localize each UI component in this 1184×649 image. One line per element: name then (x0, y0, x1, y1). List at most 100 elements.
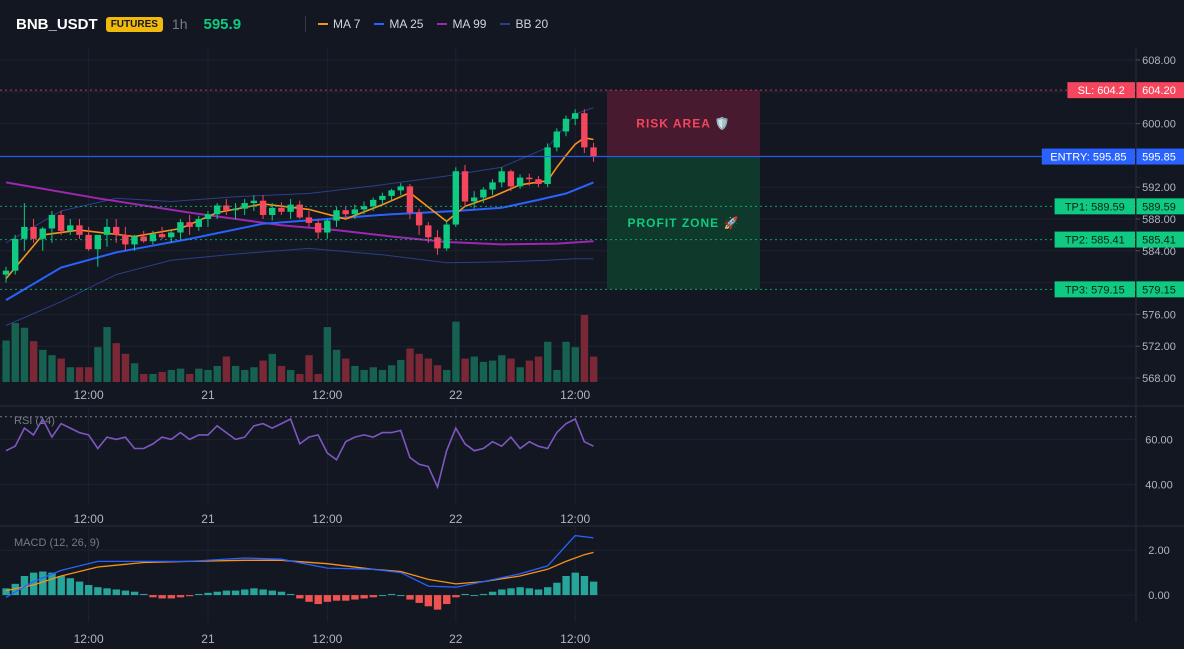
candle-body (434, 237, 441, 249)
rsi-tick-label: 60.00 (1145, 434, 1173, 446)
volume-bar (241, 369, 249, 382)
volume-bar (589, 356, 598, 382)
macd-histogram-bar (424, 595, 433, 607)
macd-histogram-bar (130, 591, 139, 596)
volume-bar (85, 367, 93, 382)
volume-bar (470, 356, 478, 382)
candle-body (581, 113, 588, 148)
macd-histogram-bar (351, 595, 359, 600)
candle (250, 195, 258, 212)
candle (535, 176, 542, 188)
candle (415, 208, 423, 235)
symbol-name[interactable]: BNB_USDT (16, 15, 98, 33)
legend-ma25-swatch (374, 23, 385, 25)
volume-bar (29, 341, 38, 382)
grid-lines (0, 48, 1184, 622)
volume-bar (140, 373, 148, 382)
volume-bar (479, 361, 488, 382)
candle-body (360, 206, 368, 210)
candle-body (526, 177, 533, 180)
candle (195, 215, 202, 231)
legend-bb20[interactable]: BB 20 (500, 17, 548, 31)
macd-histogram-bar (553, 582, 561, 596)
volume-bar (20, 327, 29, 382)
volume-bar (544, 341, 552, 382)
legend-ma25[interactable]: MA 25 (374, 17, 423, 31)
candle-body (507, 171, 515, 187)
candle (94, 234, 101, 267)
candle (186, 215, 193, 235)
macd-histogram-bar (121, 590, 130, 596)
level-axis-box-4 (1136, 281, 1184, 298)
macd-histogram-bar (397, 595, 405, 597)
candle (103, 218, 111, 247)
macd-histogram-bar (277, 591, 286, 596)
candle-body (314, 222, 322, 233)
candle-body (452, 171, 460, 225)
candle (324, 218, 331, 239)
candle-body (470, 197, 478, 202)
volume-bar (39, 349, 47, 382)
legend-ma7[interactable]: MA 7 (318, 17, 360, 31)
level-label-box-2 (1054, 198, 1135, 215)
macd-histogram-bar (332, 595, 341, 601)
candle-body (278, 207, 285, 212)
candle-body (149, 234, 157, 242)
last-price: 595.9 (203, 15, 242, 33)
candle (544, 143, 551, 188)
legend-bb20-label: BB 20 (515, 17, 549, 31)
volume-bar (314, 373, 322, 382)
legend-ma7-swatch (318, 23, 329, 25)
candle (562, 115, 570, 137)
candle (590, 142, 597, 162)
price-tick-label: 600.00 (1142, 119, 1176, 131)
candle (333, 207, 340, 227)
volume-bar (222, 356, 231, 382)
candle (461, 164, 469, 208)
timeframe-label[interactable]: 1h (171, 16, 188, 32)
macd-histogram-bar (176, 595, 185, 598)
macd-histogram-bar (75, 581, 84, 596)
volume-bar (231, 365, 240, 382)
volume-bar (443, 369, 451, 382)
candle (351, 204, 359, 219)
time-label-2-2: 12:00 (312, 632, 342, 646)
macd-histogram-bar (387, 593, 396, 596)
rsi-tick-label: 40.00 (1145, 480, 1173, 492)
macd-histogram-bar (589, 581, 598, 596)
candle (232, 203, 239, 219)
volume-bar (498, 355, 506, 382)
macd-histogram-bar (241, 589, 249, 596)
candle (296, 200, 303, 219)
futures-badge: FUTURES (105, 16, 163, 32)
legend-ma7-label: MA 7 (333, 17, 361, 31)
candle-body (11, 238, 19, 271)
macd-histogram-bar (415, 595, 423, 603)
volume-bar (94, 347, 102, 382)
candle-body (186, 222, 193, 227)
macd-histogram-bar (369, 595, 377, 598)
volume-bar (397, 359, 405, 382)
volume-bar (121, 353, 130, 382)
ma99-line (5, 181, 594, 246)
macd-histogram-bar (314, 595, 322, 605)
legend-ma99[interactable]: MA 99 (437, 17, 486, 31)
candle (388, 188, 395, 201)
candle (140, 230, 147, 243)
candle (507, 169, 515, 192)
time-label-2-0: 12:00 (74, 632, 104, 646)
price-tick-label: 584.00 (1142, 246, 1176, 258)
macd-histogram-bar (479, 593, 488, 596)
macd-histogram-bar (507, 588, 515, 596)
legend-ma99-label: MA 99 (452, 17, 487, 31)
macd-histogram-bar (149, 595, 157, 598)
macd-histogram-bar (222, 590, 231, 596)
candle (278, 202, 285, 215)
candle-body (406, 186, 414, 213)
macd-histogram-bar (571, 572, 579, 596)
candle-body (379, 195, 386, 200)
candle (177, 218, 184, 239)
candle-body (498, 171, 505, 183)
